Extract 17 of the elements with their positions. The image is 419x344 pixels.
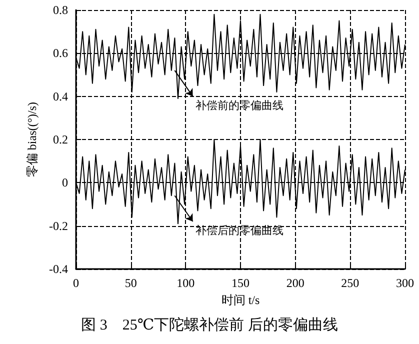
y-tick-label: 0.2 <box>53 132 68 146</box>
x-tick-label: 250 <box>341 276 360 290</box>
y-tick-label: 0 <box>62 176 68 190</box>
y-tick-label: -0.4 <box>49 262 68 276</box>
x-tick-label: 0 <box>73 276 79 290</box>
x-tick-label: 200 <box>286 276 304 290</box>
x-tick-label: 300 <box>396 276 414 290</box>
y-axis-title: 零偏 bias((°)/s) <box>25 102 39 178</box>
x-tick-label: 50 <box>124 276 137 290</box>
y-tick-label: 0.6 <box>53 46 68 60</box>
x-axis-title: 时间 t/s <box>221 292 260 307</box>
text: 图 3 25℃下陀螺补偿前 后的零偏曲线 <box>81 316 338 334</box>
y-tick-label: -0.2 <box>49 218 68 233</box>
x-tick-label: 100 <box>176 276 195 290</box>
y-tick-label: 0.8 <box>53 3 68 17</box>
y-tick-label: 0.4 <box>53 89 68 104</box>
x-tick-label: 150 <box>232 276 250 290</box>
